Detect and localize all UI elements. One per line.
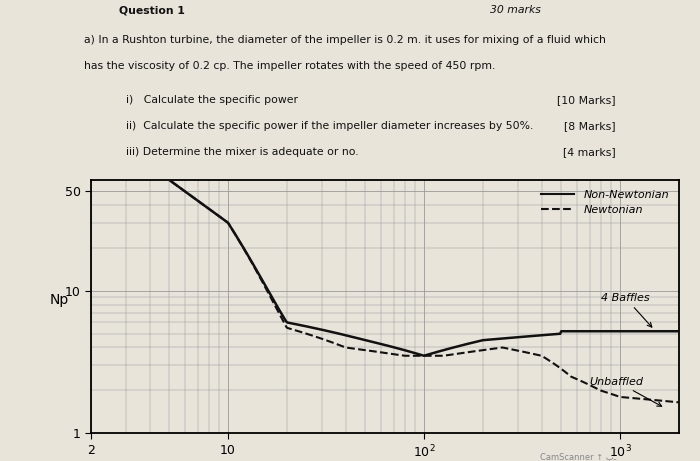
- Text: [8 Marks]: [8 Marks]: [564, 121, 616, 131]
- Text: has the viscosity of 0.2 cp. The impeller rotates with the speed of 450 rpm.: has the viscosity of 0.2 cp. The impelle…: [84, 61, 496, 71]
- Text: iii) Determine the mixer is adequate or no.: iii) Determine the mixer is adequate or …: [126, 147, 358, 157]
- Text: Question 1: Question 1: [119, 5, 185, 15]
- Text: CamScanner ↑ بـ: CamScanner ↑ بـ: [540, 452, 616, 461]
- Text: 30 marks: 30 marks: [490, 5, 541, 15]
- Text: i)   Calculate the specific power: i) Calculate the specific power: [126, 95, 298, 105]
- Text: 4 Baffles: 4 Baffles: [601, 293, 652, 327]
- Text: [10 Marks]: [10 Marks]: [557, 95, 616, 105]
- Text: ii)  Calculate the specific power if the impeller diameter increases by 50%.: ii) Calculate the specific power if the …: [126, 121, 533, 131]
- Text: Unbaffled: Unbaffled: [589, 377, 662, 406]
- Text: [4 marks]: [4 marks]: [564, 147, 616, 157]
- Legend: Non-Newtonian, Newtonian: Non-Newtonian, Newtonian: [537, 185, 673, 220]
- Y-axis label: Np: Np: [50, 293, 69, 307]
- Text: a) In a Rushton turbine, the diameter of the impeller is 0.2 m. it uses for mixi: a) In a Rushton turbine, the diameter of…: [84, 35, 606, 45]
